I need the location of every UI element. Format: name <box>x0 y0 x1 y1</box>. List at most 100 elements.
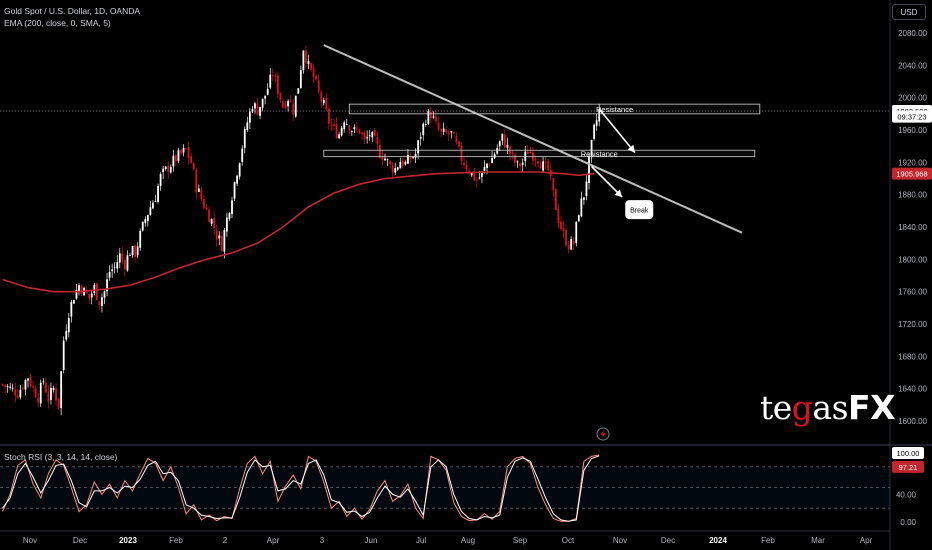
candle-body <box>282 101 284 108</box>
candle-body <box>437 122 440 130</box>
candle-body <box>328 108 330 124</box>
candle-body <box>261 98 264 108</box>
candle-body <box>101 297 103 306</box>
candle-body <box>47 391 50 402</box>
candle-body <box>154 201 157 202</box>
candle-body <box>567 244 570 250</box>
candle-body <box>394 168 397 173</box>
candle-body <box>29 376 32 386</box>
candle-body <box>113 266 116 268</box>
candle-body <box>172 155 175 167</box>
candle-body <box>496 148 499 154</box>
candle-body <box>57 398 60 408</box>
candle-body <box>409 156 412 160</box>
time-tick-label: Nov <box>613 536 627 545</box>
candle-body <box>442 128 445 132</box>
price-tick-label: 1600.00 <box>898 417 927 426</box>
price-tick-label: 1720.00 <box>898 320 927 329</box>
candle-body <box>483 166 486 171</box>
candle-body <box>333 124 335 126</box>
candle-body <box>493 154 496 158</box>
currency-button[interactable]: USD <box>892 4 926 20</box>
time-tick-label: 3 <box>320 536 325 545</box>
candle-body <box>9 386 12 388</box>
candle-body <box>88 293 91 299</box>
candle-body <box>78 285 80 292</box>
candle-body <box>277 75 279 94</box>
candle-body <box>552 178 555 191</box>
candle-body <box>144 219 147 223</box>
candle-body <box>90 293 93 298</box>
candle-body <box>557 208 560 224</box>
candle-body <box>414 154 417 158</box>
candle-body <box>315 75 318 80</box>
candle-body <box>162 168 165 173</box>
candle-body <box>412 157 414 158</box>
candle-body <box>463 162 465 166</box>
candle-body <box>455 135 458 143</box>
candle-body <box>251 109 254 112</box>
candle-body <box>450 131 453 133</box>
osc-badge-top <box>892 447 924 459</box>
candle-body <box>554 189 557 211</box>
ema-legend[interactable]: EMA (200, close, 0, SMA, 5) <box>4 18 111 28</box>
candle-body <box>440 128 442 132</box>
candle-body <box>419 136 422 139</box>
candle-body <box>192 163 195 170</box>
time-tick-label: Nov <box>23 536 37 545</box>
candle-body <box>511 152 514 154</box>
candle-body <box>248 111 251 123</box>
candle-body <box>60 371 63 409</box>
candle-body <box>294 95 297 117</box>
candle-body <box>593 124 595 139</box>
candle-body <box>560 221 562 229</box>
candle-body <box>424 124 427 125</box>
candle-body <box>136 246 139 256</box>
candle-body <box>14 389 17 396</box>
candle-body <box>338 134 340 139</box>
candle-body <box>401 160 404 166</box>
stoch-rsi-legend[interactable]: Stoch RSI (3, 3, 14, 14, close) <box>4 452 118 462</box>
candle-body <box>404 161 407 165</box>
candle-body <box>238 163 241 177</box>
candle-body <box>473 171 476 181</box>
candle-body <box>373 129 376 136</box>
price-badge <box>892 167 932 180</box>
candle-body <box>67 318 70 333</box>
candle-body <box>223 230 226 252</box>
time-tick-label: Feb <box>169 536 183 545</box>
candle-body <box>93 284 96 293</box>
price-badge-label: 09:37:23 <box>897 113 926 122</box>
candle-body <box>95 283 98 300</box>
candle-body <box>226 217 228 232</box>
candle-body <box>432 116 435 118</box>
symbol-legend[interactable]: Gold Spot / U.S. Dollar, 1D, OANDA <box>4 6 141 16</box>
candle-body <box>65 330 68 340</box>
candle-body <box>491 158 493 164</box>
osc-badge-value <box>892 460 924 473</box>
candle-body <box>427 111 430 124</box>
candle-body <box>195 170 198 193</box>
time-tick-label: Aug <box>461 536 475 545</box>
candle-body <box>121 253 124 260</box>
candle-body <box>422 123 425 136</box>
price-badge-label: 1905.968 <box>896 170 927 179</box>
osc-badge-value-label: 97.21 <box>899 463 918 472</box>
price-tick-label: 1920.00 <box>898 158 927 167</box>
trendline <box>323 44 743 234</box>
candle-body <box>52 387 55 390</box>
candle-body <box>19 389 22 398</box>
candle-body <box>103 291 106 298</box>
candle-body <box>379 144 381 158</box>
osc-tick-label: 40.00 <box>896 490 917 499</box>
candle-body <box>320 92 323 102</box>
candle-body <box>149 207 152 215</box>
candle-body <box>187 147 190 158</box>
candle-body <box>588 156 590 184</box>
candle-body <box>205 207 208 210</box>
time-tick-label: 2023 <box>119 536 137 545</box>
candle-body <box>292 103 295 115</box>
candle-body <box>371 131 374 138</box>
